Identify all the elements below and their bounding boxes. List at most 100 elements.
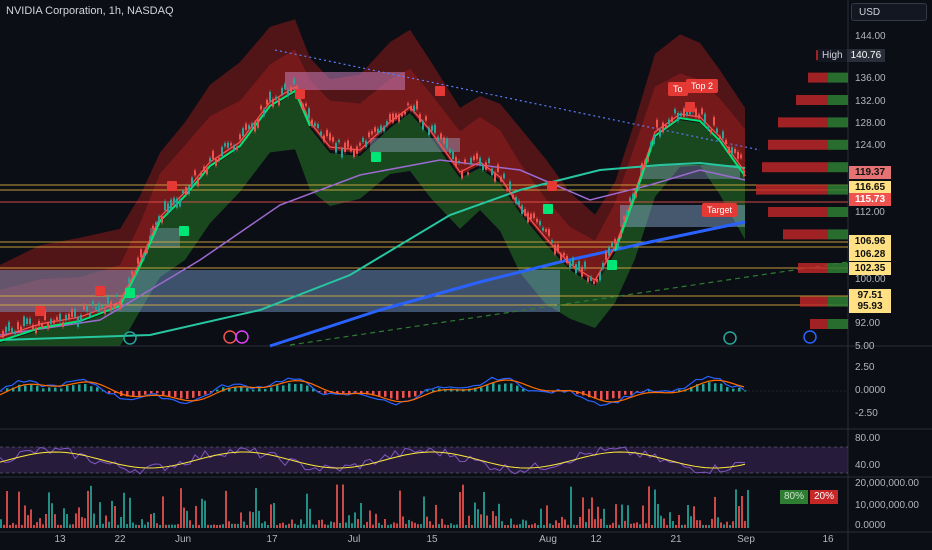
macd-histogram-bar xyxy=(186,391,189,400)
level-tag: 97.51 xyxy=(849,289,891,302)
candle xyxy=(239,134,241,140)
candle xyxy=(728,146,730,153)
volume-bar xyxy=(63,508,65,528)
volume-bar xyxy=(678,514,680,528)
volume-bar xyxy=(705,524,707,528)
candle xyxy=(257,119,259,128)
volume-bar xyxy=(57,524,59,528)
sell-signal-arrow xyxy=(295,89,305,99)
candle xyxy=(110,301,112,311)
volume-bar xyxy=(687,504,689,528)
macd-histogram-bar xyxy=(612,391,615,399)
volume-bar xyxy=(378,522,380,528)
candle xyxy=(662,122,664,133)
candle xyxy=(104,309,106,314)
ma-blue xyxy=(269,220,746,348)
macd-histogram-bar xyxy=(84,384,87,392)
candle xyxy=(428,127,430,136)
volume-bar xyxy=(714,496,716,528)
candle xyxy=(155,222,157,225)
zone xyxy=(640,165,740,179)
volume-bar xyxy=(96,524,98,528)
candle xyxy=(482,165,484,171)
candle xyxy=(329,133,331,141)
volume-bar xyxy=(651,524,653,528)
volume-bar xyxy=(474,502,476,528)
volume-tick: 20,000,000.00 xyxy=(855,478,919,489)
macd-histogram-bar xyxy=(42,388,45,392)
candle xyxy=(338,140,340,143)
volume-bar xyxy=(384,518,386,528)
volume-bar xyxy=(0,519,2,528)
volume-bar xyxy=(372,524,374,528)
volume-bar xyxy=(294,523,296,528)
volume-bar xyxy=(318,520,320,528)
candle xyxy=(467,172,469,175)
volume-profile-bar xyxy=(778,117,828,128)
candle xyxy=(584,261,586,269)
volume-bar xyxy=(240,512,242,528)
volume-bar xyxy=(3,524,5,528)
macd-histogram-bar xyxy=(738,387,741,392)
candle xyxy=(614,239,616,244)
volume-bar xyxy=(696,520,698,528)
candle xyxy=(353,150,355,157)
volume-bar xyxy=(192,524,194,528)
volume-bar xyxy=(516,524,518,528)
volume-bar xyxy=(609,524,611,528)
macd-histogram-bar xyxy=(204,391,207,395)
candle xyxy=(116,294,118,297)
volume-bar xyxy=(444,524,446,528)
volume-bar xyxy=(39,518,41,528)
volume-profile-bar xyxy=(828,263,848,273)
candle xyxy=(530,213,532,220)
candle xyxy=(227,142,229,148)
candle xyxy=(302,104,304,110)
trend-line xyxy=(289,261,849,346)
candle xyxy=(680,113,682,117)
candle xyxy=(404,111,406,115)
volume-bar xyxy=(657,503,659,528)
candle xyxy=(665,125,667,128)
volume-bar xyxy=(84,518,86,528)
macd-histogram-bar xyxy=(282,385,285,392)
candle xyxy=(737,151,739,159)
currency-button[interactable]: USD xyxy=(851,3,927,21)
candle xyxy=(62,322,64,327)
candle xyxy=(365,140,367,147)
volume-bar xyxy=(120,517,122,528)
volume-bar xyxy=(447,524,449,528)
level-tag: 116.65 xyxy=(849,181,891,194)
macd-tick: 0.0000 xyxy=(855,385,886,396)
price-tick: 144.00 xyxy=(855,31,886,42)
event-icon xyxy=(235,330,249,344)
time-label: Aug xyxy=(539,534,557,545)
candle xyxy=(602,262,604,270)
candle xyxy=(395,113,397,119)
volume-bar xyxy=(420,524,422,528)
macd-histogram-bar xyxy=(108,391,111,394)
macd-tick: -2.50 xyxy=(855,408,878,419)
volume-bar xyxy=(327,524,329,528)
candle xyxy=(437,136,439,142)
volume-bar xyxy=(627,505,629,528)
candle xyxy=(359,142,361,146)
macd-histogram-bar xyxy=(600,391,603,401)
candle xyxy=(569,261,571,269)
candle xyxy=(197,178,199,187)
candle xyxy=(695,108,697,118)
volume-bar xyxy=(27,515,29,528)
volume-bar xyxy=(654,489,656,528)
candle xyxy=(581,267,583,277)
candle xyxy=(641,163,643,169)
volume-bar xyxy=(741,495,743,528)
candle xyxy=(29,318,31,324)
candle xyxy=(719,136,721,139)
macd-histogram-bar xyxy=(342,391,345,394)
volume-tick: 0.0000 xyxy=(855,520,886,531)
candle xyxy=(494,172,496,182)
volume-profile-bar xyxy=(800,296,828,307)
volume-bar xyxy=(396,523,398,528)
